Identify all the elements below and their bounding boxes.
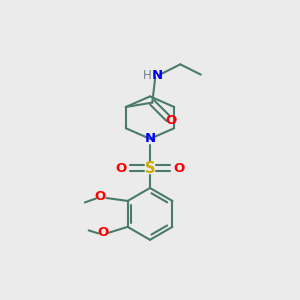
Text: O: O [116,162,127,175]
Text: N: N [152,69,163,82]
Text: N: N [144,132,156,145]
Text: H: H [142,69,152,82]
Text: O: O [95,190,106,203]
Text: O: O [166,114,177,127]
Text: S: S [145,161,155,176]
Text: O: O [173,162,184,175]
Text: O: O [97,226,109,239]
